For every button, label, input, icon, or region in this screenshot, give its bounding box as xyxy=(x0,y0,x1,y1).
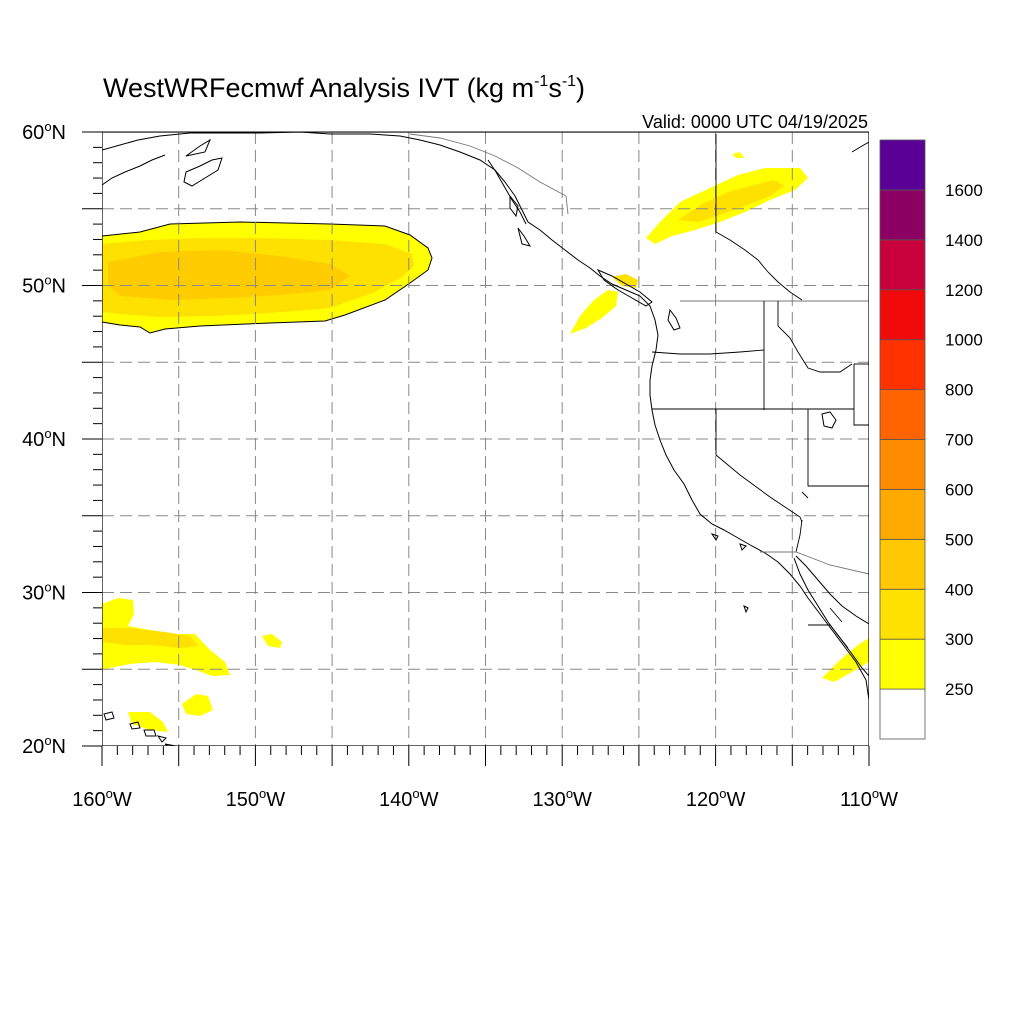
lon-tick-label: 120oW xyxy=(686,786,746,811)
lat-tick-label: 40oN xyxy=(22,426,66,451)
map-panel xyxy=(102,132,869,746)
colorbar-label: 700 xyxy=(945,431,973,450)
plot-title: WestWRFecmwf Analysis IVT (kg m-1s-1) xyxy=(103,73,585,103)
colorbar-label: 1400 xyxy=(945,231,983,250)
ivt-plume-north-pacific xyxy=(102,221,433,334)
coastlines xyxy=(102,132,869,746)
colorbar-swatch xyxy=(879,638,926,690)
colorbar-swatch xyxy=(879,588,926,640)
colorbar-label: 1200 xyxy=(945,281,983,300)
colorbar-label: 250 xyxy=(945,680,973,699)
colorbar-swatch xyxy=(879,139,926,191)
ivt-plume-vancouver-island xyxy=(570,274,638,334)
colorbar-swatch xyxy=(879,688,926,740)
colorbar-swatch xyxy=(879,289,926,341)
lon-tick-label: 140oW xyxy=(379,786,439,811)
lat-tick-label: 50oN xyxy=(22,273,66,298)
colorbar-label: 1000 xyxy=(945,331,983,350)
colorbar-swatch xyxy=(879,389,926,440)
lat-tick-label: 20oN xyxy=(22,733,66,758)
map-axes: 160oW 150oW 140oW 130oW 120oW 110oW 20oN 30oN 40… xyxy=(22,119,898,811)
lon-tick-label: 150oW xyxy=(226,786,286,811)
colorbar-swatch xyxy=(879,538,926,590)
colorbar-swatch xyxy=(879,339,926,390)
lon-tick-label: 130oW xyxy=(532,786,592,811)
colorbar-label: 500 xyxy=(945,530,973,549)
lat-tick-label: 60oN xyxy=(22,119,66,144)
colorbar-swatch xyxy=(879,489,926,540)
colorbar-swatch xyxy=(879,189,926,241)
colorbar-label: 800 xyxy=(945,381,973,400)
ivt-plume-baja xyxy=(822,638,869,682)
ivt-plume-subtropical xyxy=(102,598,282,732)
lon-tick-label: 110oW xyxy=(840,786,898,811)
colorbar-label: 600 xyxy=(945,480,973,499)
map-gridlines xyxy=(102,132,869,746)
ivt-plume-british-columbia xyxy=(646,152,808,244)
lon-tick-label: 160oW xyxy=(72,786,132,811)
colorbar-label: 300 xyxy=(945,630,973,649)
valid-time-label: Valid: 0000 UTC 04/19/2025 xyxy=(642,112,868,132)
lat-tick-label: 30oN xyxy=(22,580,66,605)
political-borders xyxy=(409,133,869,649)
colorbar-label: 1600 xyxy=(945,181,983,200)
colorbar-swatch xyxy=(879,239,926,291)
colorbar: 250 300 400 500 600 700 800 1000 1200 1400 1600 xyxy=(879,139,983,740)
colorbar-label: 400 xyxy=(945,580,973,599)
colorbar-swatch xyxy=(879,439,926,490)
